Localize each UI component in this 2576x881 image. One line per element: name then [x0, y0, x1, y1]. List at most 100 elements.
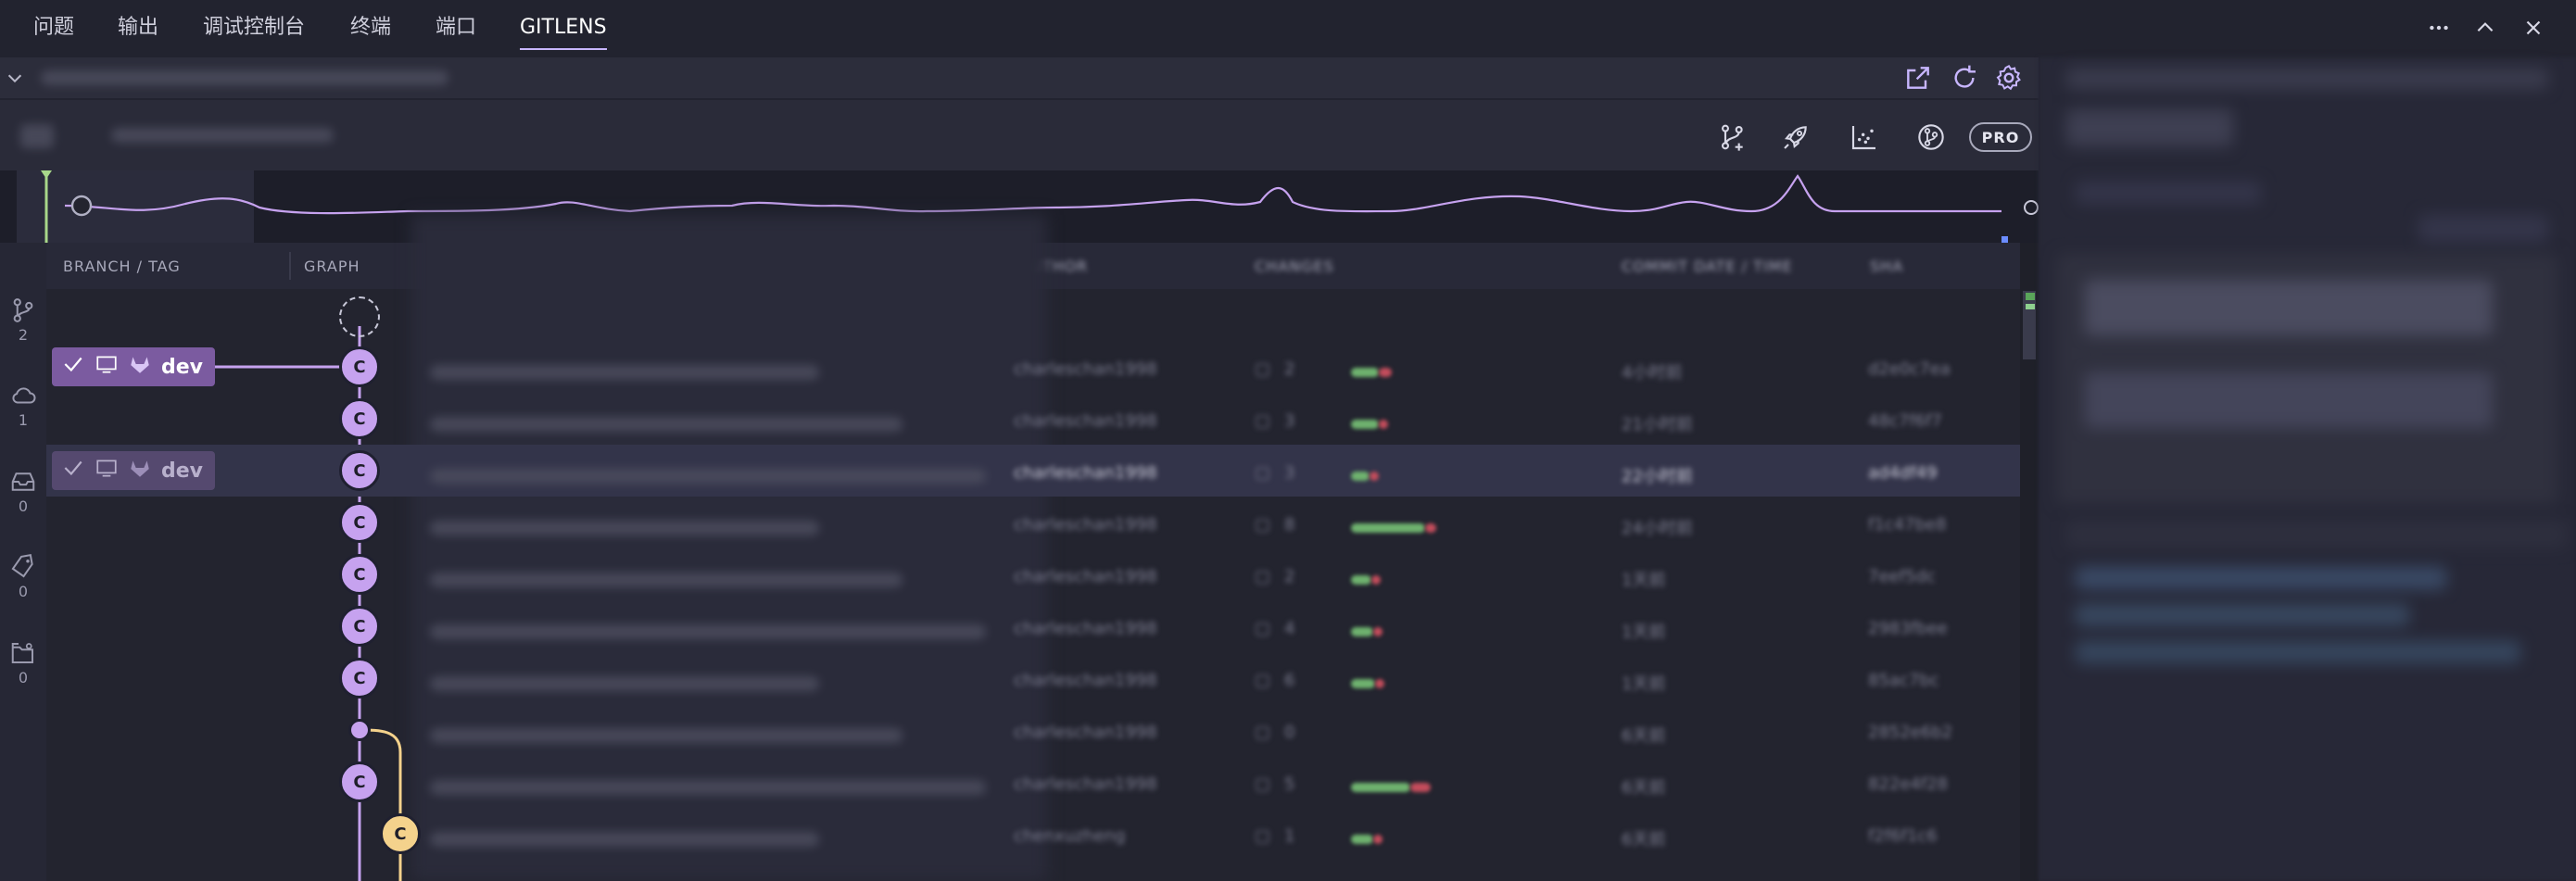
tab-debug-console[interactable]: 调试控制台	[203, 16, 306, 39]
branch-badge-dev-current[interactable]: dev	[52, 347, 215, 386]
create-branch-icon[interactable]	[1714, 119, 1751, 156]
graph-toolbar: PRO	[0, 100, 2039, 170]
branch-badge-dev-remote[interactable]: dev	[52, 451, 215, 490]
branch-name: dev	[161, 459, 204, 483]
graph-sidebar: 2 1 0 0 0	[0, 243, 46, 881]
files-changed-count: 0	[1284, 723, 1295, 742]
files-changed-count: 3	[1284, 411, 1295, 431]
commit-details-panel	[2039, 57, 2576, 881]
stashes-counter[interactable]: 0	[0, 468, 46, 515]
file-item-blurred[interactable]	[2076, 567, 2446, 589]
open-external-icon[interactable]	[1901, 63, 1935, 93]
column-branch-tag[interactable]: BRANCH / TAG	[63, 258, 181, 275]
commit-time: 6天前	[1622, 830, 1666, 850]
refresh-icon[interactable]	[1948, 63, 1981, 93]
commit-time: 6天前	[1622, 726, 1666, 746]
fetch-icon[interactable]	[1913, 119, 1950, 156]
column-date-time[interactable]: COMMIT DATE / TIME	[1622, 258, 1793, 275]
remotes-count: 1	[18, 411, 29, 429]
commit-message-blurred[interactable]	[430, 521, 819, 535]
merge-node[interactable]	[348, 719, 371, 741]
commit-message-blurred[interactable]	[430, 780, 986, 795]
file-icon: ▢	[1255, 723, 1271, 742]
additions-bar	[1351, 523, 1425, 533]
commit-message-text-blurred	[2085, 372, 2493, 428]
file-item-blurred[interactable]	[2076, 641, 2520, 663]
commit-node[interactable]: C	[339, 502, 380, 543]
scroll-marker	[2026, 304, 2035, 309]
work-in-progress-node[interactable]	[339, 296, 380, 337]
commit-node[interactable]: C	[339, 450, 380, 491]
details-action-blurred	[2418, 215, 2548, 243]
gitlab-icon	[128, 456, 152, 485]
tag-icon	[0, 553, 46, 581]
tags-counter[interactable]: 0	[0, 553, 46, 600]
remotes-counter[interactable]: 1	[0, 382, 46, 429]
graph-chart-icon[interactable]	[1846, 119, 1883, 156]
launchpad-icon[interactable]	[1777, 119, 1814, 156]
panel-tab-bar: 问题 输出 调试控制台 终端 端口 GITLENS	[0, 0, 2576, 56]
chevron-down-icon[interactable]	[2, 65, 28, 91]
repo-header	[0, 57, 2039, 98]
scrollbar-thumb[interactable]	[2023, 291, 2036, 359]
commit-sha: 7eef5dc	[1868, 567, 1936, 586]
commit-node-branch[interactable]: C	[380, 813, 421, 854]
commit-node[interactable]: C	[339, 658, 380, 699]
details-avatar-blurred	[2066, 109, 2233, 146]
column-divider[interactable]	[289, 252, 291, 280]
additions-bar	[1351, 627, 1373, 636]
commit-node[interactable]: C	[339, 606, 380, 647]
column-changes[interactable]: CHANGES	[1255, 258, 1334, 275]
branches-counter[interactable]: 2	[0, 296, 46, 344]
commit-time: 4小时前	[1622, 363, 1683, 383]
commit-message-blurred[interactable]	[430, 832, 819, 847]
pro-badge[interactable]: PRO	[1969, 122, 2032, 152]
commit-message-blurred[interactable]	[430, 676, 819, 691]
commit-sha: ad4df49	[1868, 463, 1938, 483]
maximize-icon[interactable]	[2469, 11, 2502, 44]
scroll-marker	[2026, 293, 2035, 300]
commit-time: 24小时前	[1622, 519, 1693, 538]
commit-message-blurred[interactable]	[430, 573, 903, 587]
file-item-blurred[interactable]	[2076, 604, 2409, 626]
message-column-blurred	[411, 215, 1047, 881]
files-changed-count: 3	[1284, 463, 1295, 483]
commit-node[interactable]: C	[339, 398, 380, 439]
column-graph[interactable]: GRAPH	[304, 258, 360, 275]
author-cell: charleschan1998	[1014, 515, 1157, 535]
files-changed-count: 6	[1284, 671, 1295, 690]
commit-message-blurred[interactable]	[430, 417, 903, 432]
files-changed-count: 5	[1284, 774, 1295, 794]
file-icon: ▢	[1255, 515, 1271, 535]
branch-selector-blurred[interactable]	[111, 128, 334, 143]
close-icon[interactable]	[2517, 11, 2550, 44]
tab-gitlens[interactable]: GITLENS	[520, 0, 607, 56]
commit-node[interactable]: C	[339, 761, 380, 802]
tab-terminal[interactable]: 终端	[350, 16, 392, 39]
worktree-icon	[0, 639, 46, 667]
tab-ports[interactable]: 端口	[436, 16, 477, 39]
worktrees-count: 0	[18, 669, 29, 686]
column-sha[interactable]: SHA	[1870, 258, 1904, 275]
commit-message-blurred[interactable]	[430, 365, 819, 380]
worktrees-counter[interactable]: 0	[0, 639, 46, 686]
tab-output[interactable]: 输出	[118, 16, 159, 39]
commit-node[interactable]: C	[339, 346, 380, 387]
files-changed-count: 2	[1284, 567, 1295, 586]
deletions-bar	[1425, 523, 1436, 533]
author-cell: charleschan1998	[1014, 359, 1157, 379]
commit-message-blurred[interactable]	[430, 624, 986, 639]
commit-message-blurred[interactable]	[430, 469, 986, 484]
branches-count: 2	[18, 326, 29, 344]
more-icon[interactable]	[2422, 11, 2456, 44]
commit-message-blurred[interactable]	[430, 728, 903, 743]
settings-icon[interactable]	[1992, 63, 2026, 93]
graph-scrollbar[interactable]	[2020, 243, 2039, 881]
tab-problems[interactable]: 问题	[33, 16, 75, 39]
file-icon: ▢	[1255, 774, 1271, 794]
commit-node[interactable]: C	[339, 554, 380, 595]
additions-bar	[1351, 420, 1379, 429]
author-cell: charleschan1998	[1014, 619, 1157, 638]
additions-bar	[1351, 783, 1410, 792]
commit-sha: 822e4f28	[1868, 774, 1949, 794]
